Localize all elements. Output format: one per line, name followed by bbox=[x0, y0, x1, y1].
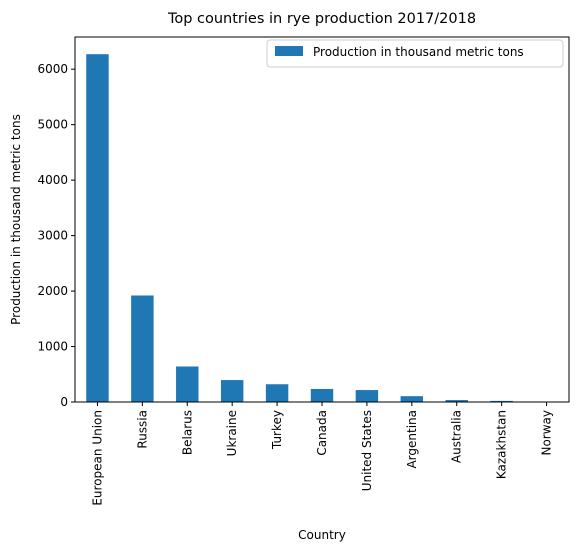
y-tick-label: 3000 bbox=[37, 229, 68, 243]
chart-title: Top countries in rye production 2017/201… bbox=[167, 11, 476, 27]
bar-european-union bbox=[86, 54, 109, 402]
bar-turkey bbox=[265, 384, 289, 402]
bar-kazakhstan bbox=[490, 400, 513, 402]
y-tick-label: 4000 bbox=[37, 173, 68, 187]
y-tick-label: 5000 bbox=[37, 118, 68, 132]
x-tick-label: Kazakhstan bbox=[495, 410, 509, 479]
x-axis-label: Country bbox=[298, 528, 346, 542]
bar-australia bbox=[445, 400, 468, 402]
x-tick-label: Argentina bbox=[405, 410, 419, 469]
bar-ukraine bbox=[220, 380, 244, 402]
y-tick-label: 0 bbox=[60, 395, 68, 409]
x-tick-label: Russia bbox=[135, 410, 149, 449]
x-axis: European Union Russia Belarus Ukraine Turkey… bbox=[90, 402, 554, 506]
bar-argentina bbox=[400, 396, 424, 402]
legend-box bbox=[266, 39, 564, 68]
x-tick-label: European Union bbox=[90, 410, 104, 506]
y-tick-label: 2000 bbox=[37, 284, 68, 298]
x-tick-label: Ukraine bbox=[225, 410, 239, 456]
bars-group bbox=[86, 54, 558, 402]
bar-canada bbox=[310, 388, 334, 402]
x-tick-label: Australia bbox=[450, 410, 464, 463]
bar-russia bbox=[131, 295, 154, 402]
x-tick-label: Belarus bbox=[180, 410, 194, 455]
y-axis: 0 1000 2000 3000 4000 5000 6000 bbox=[37, 62, 75, 409]
plot-frame bbox=[74, 36, 570, 403]
legend: Production in thousand metric tons bbox=[266, 39, 564, 68]
x-tick-label: Turkey bbox=[270, 410, 284, 450]
y-axis-label: Production in thousand metric tons bbox=[9, 114, 23, 325]
legend-label: Production in thousand metric tons bbox=[313, 45, 524, 59]
x-tick-label: Canada bbox=[315, 410, 329, 456]
x-tick-label: Norway bbox=[540, 410, 554, 456]
y-tick-label: 1000 bbox=[37, 340, 68, 354]
bar-united-states bbox=[355, 390, 379, 402]
y-tick-label: 6000 bbox=[37, 62, 68, 76]
bar-belarus bbox=[176, 366, 199, 402]
legend-swatch bbox=[275, 46, 303, 56]
x-tick-label: United States bbox=[360, 410, 374, 491]
